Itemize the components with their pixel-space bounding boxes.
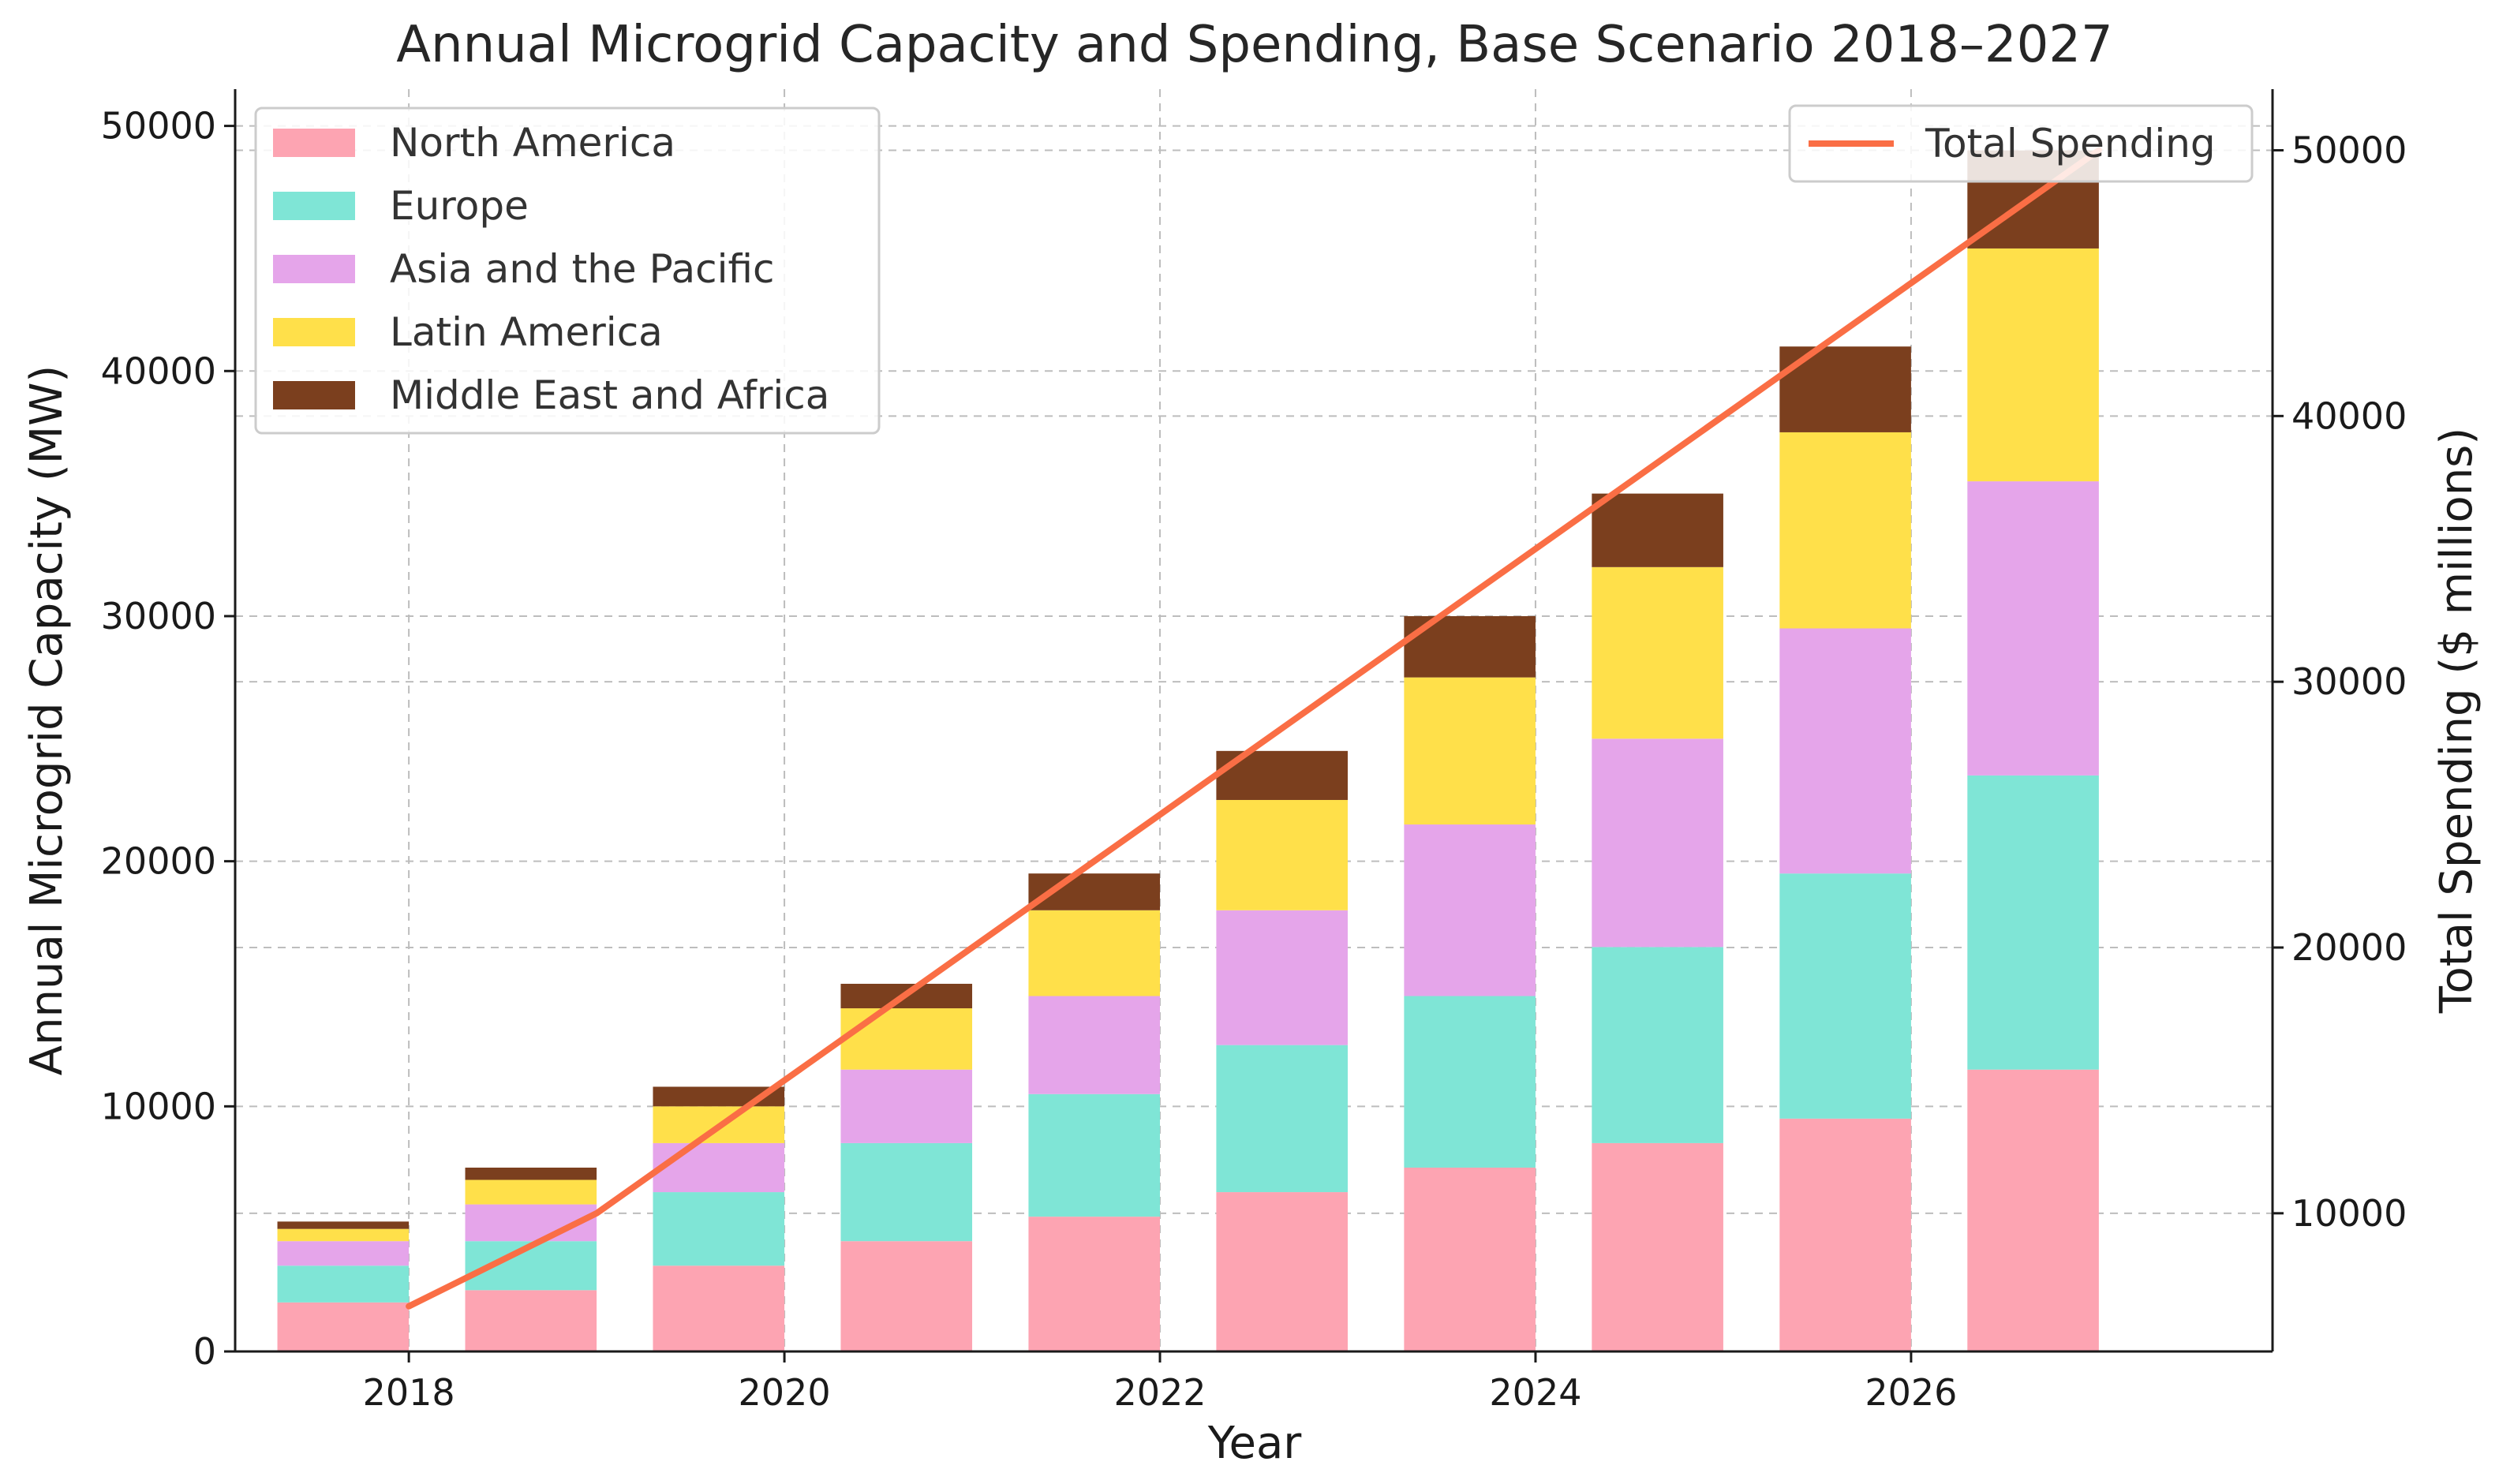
bar-segment — [1592, 566, 1723, 739]
bar-segment — [653, 1142, 785, 1193]
line-group — [406, 147, 2102, 1310]
legend-box-spending — [1788, 104, 2254, 183]
bar-segment — [1028, 996, 1161, 1094]
bar-segment — [277, 1265, 410, 1303]
bar-segment — [277, 1228, 410, 1242]
bar-segment — [465, 1167, 597, 1180]
bar-segment — [277, 1302, 410, 1351]
bar-segment — [1592, 493, 1723, 567]
x-tick-label: 2018 — [363, 1371, 455, 1414]
bar-segment — [1592, 1142, 1723, 1351]
y-tick-label: 0 — [193, 1330, 216, 1373]
legend-label: Middle East and Africa — [390, 372, 829, 418]
chart-title: Annual Microgrid Capacity and Spending, … — [396, 16, 2113, 74]
x-tick-label: 2022 — [1113, 1371, 1206, 1414]
bar-segment — [1779, 873, 1911, 1119]
y2-tick-label: 10000 — [2291, 1192, 2407, 1235]
legend-swatch — [273, 318, 355, 346]
y2-tick-label: 40000 — [2291, 394, 2407, 437]
y-tick-label: 40000 — [101, 350, 216, 392]
bar-segment — [1967, 775, 2099, 1070]
bar-segment — [1404, 1167, 1536, 1351]
spending-line — [406, 147, 2102, 1310]
bar-segment — [1216, 799, 1348, 910]
x-tick-label: 2020 — [739, 1371, 831, 1414]
y-tick-label: 30000 — [101, 595, 216, 637]
legend-label: North America — [390, 120, 675, 166]
bar-segment — [1967, 248, 2099, 482]
bar-segment — [1967, 1069, 2099, 1351]
legend-label-spending: Total Spending — [1925, 121, 2216, 166]
bar-segment — [1216, 910, 1348, 1045]
y-tick-label: 20000 — [101, 840, 216, 883]
y2-tick-label: 50000 — [2291, 129, 2407, 171]
bar-segment — [1028, 910, 1161, 996]
y-axis-label: Annual Microgrid Capacity (MW) — [21, 365, 73, 1076]
bars-group — [277, 150, 2099, 1351]
bar-segment — [1216, 1045, 1348, 1193]
legend-label: Europe — [390, 183, 529, 229]
y2-tick-label: 20000 — [2291, 926, 2407, 969]
bar-segment — [840, 1142, 973, 1242]
bar-segment — [1028, 1093, 1161, 1217]
bar-segment — [840, 1241, 973, 1351]
x-tick-label: 2024 — [1489, 1371, 1581, 1414]
bar-segment — [1404, 824, 1536, 996]
bar-segment — [1404, 677, 1536, 825]
axes-group: 2018 2020 2022 2024 2026 0 10000 20000 30000 4000… — [101, 89, 2407, 1414]
bar-segment — [840, 1008, 973, 1070]
bar-segment — [653, 1265, 785, 1351]
bar-segment — [1216, 1192, 1348, 1351]
bar-segment — [1779, 628, 1911, 874]
bar-segment — [1028, 1217, 1161, 1351]
y2-axis-label: Total Spending ($ millions) — [2431, 428, 2482, 1014]
x-tick-label: 2026 — [1865, 1371, 1957, 1414]
bar-segment — [1779, 432, 1911, 629]
bar-segment — [1592, 947, 1723, 1143]
bar-segment — [465, 1179, 597, 1205]
bar-segment — [277, 1241, 410, 1266]
legend-label: Latin America — [390, 309, 663, 355]
legend-regions: North America Europe Asia and the Pacific L… — [254, 107, 881, 435]
y-tick-label: 10000 — [101, 1085, 216, 1127]
bar-segment — [840, 1069, 973, 1143]
y-tick-label: 50000 — [101, 105, 216, 148]
x-axis-label: Year — [1207, 1418, 1303, 1469]
legend-swatch — [273, 381, 355, 409]
legend-swatch — [273, 255, 355, 283]
legend-swatch — [273, 129, 355, 157]
bar-segment — [1404, 996, 1536, 1168]
y2-tick-label: 30000 — [2291, 660, 2407, 703]
legend-swatch — [273, 192, 355, 220]
bar-segment — [277, 1221, 410, 1229]
legend-spending: Total Spending — [1788, 104, 2254, 183]
bar-segment — [1779, 1118, 1911, 1351]
legend-box — [254, 107, 881, 435]
legend-label: Asia and the Pacific — [390, 246, 775, 292]
bar-segment — [1967, 481, 2099, 776]
bar-segment — [1592, 738, 1723, 948]
bar-segment — [653, 1192, 785, 1266]
bar-segment — [465, 1290, 597, 1351]
